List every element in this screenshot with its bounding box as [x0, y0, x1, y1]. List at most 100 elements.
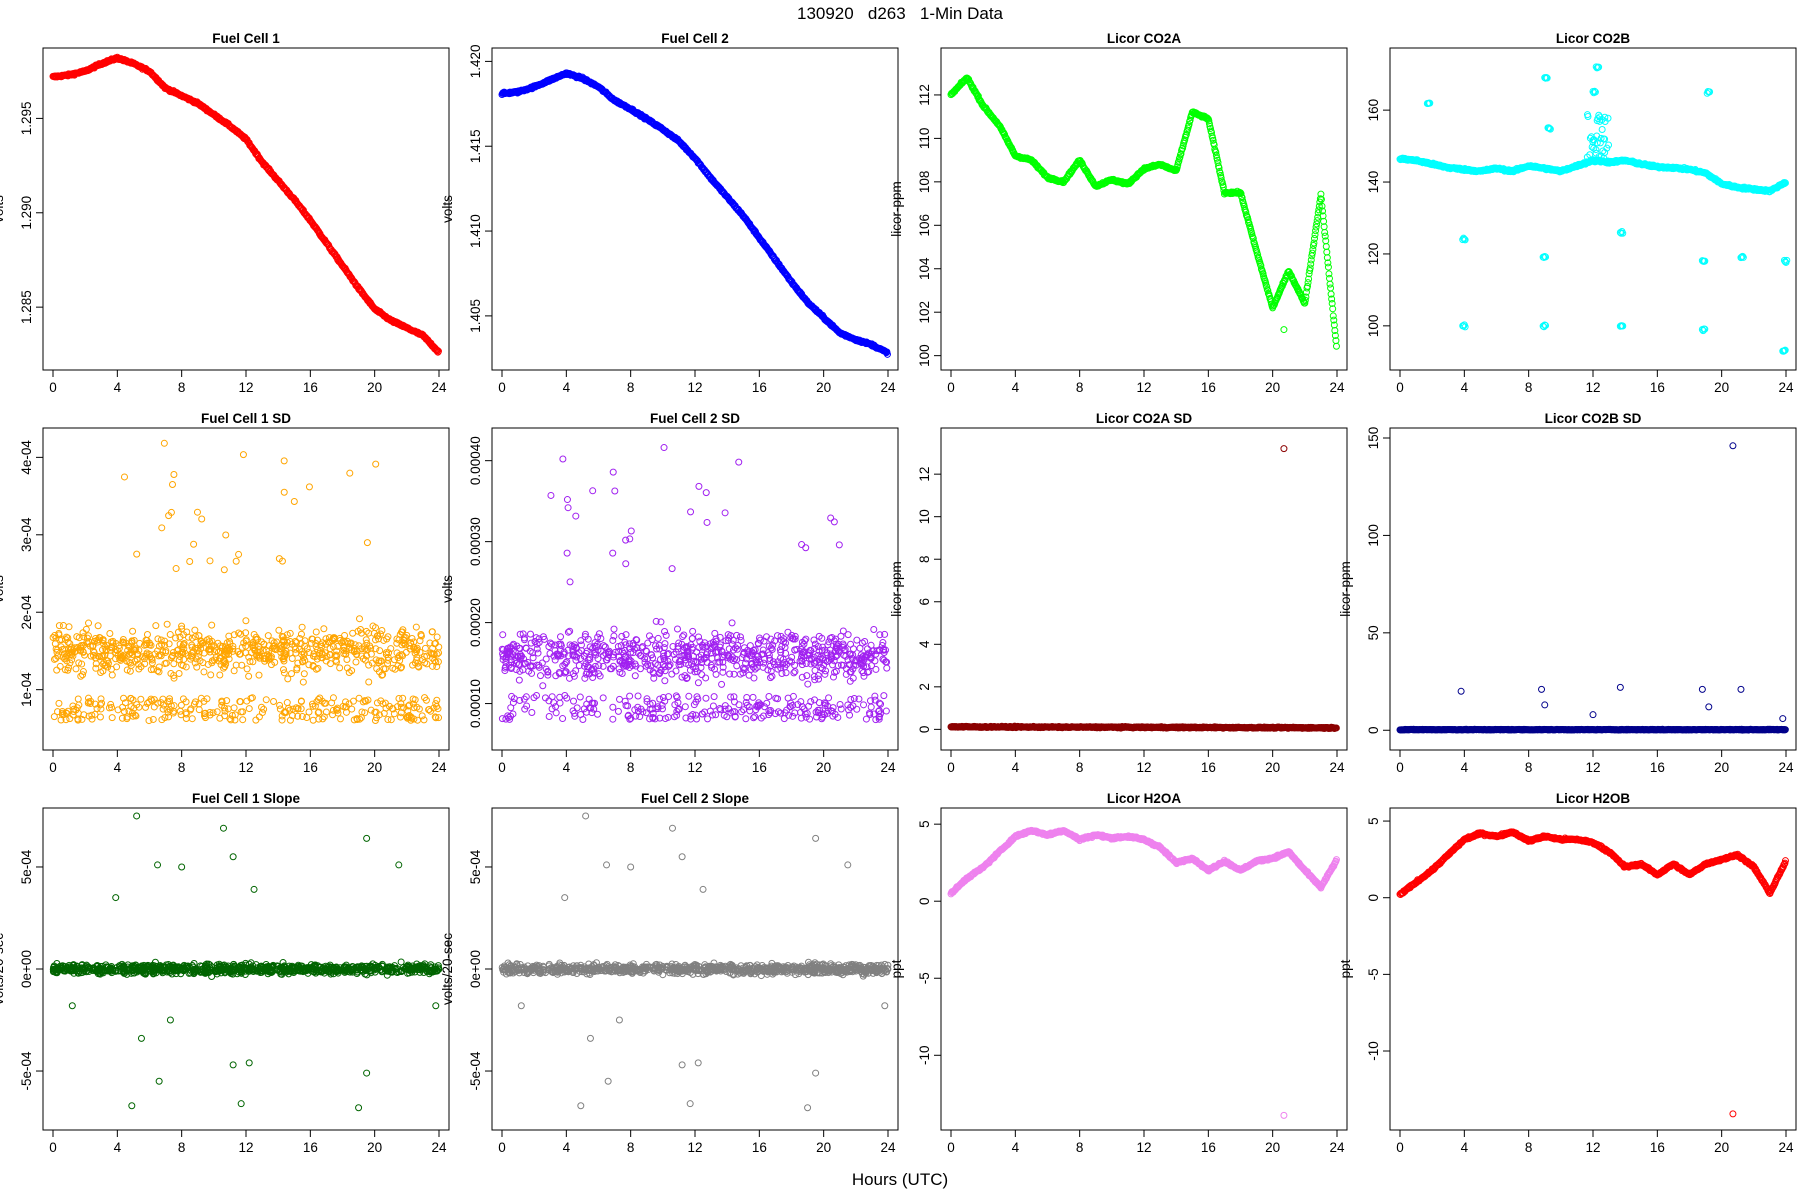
- data-point: [689, 627, 697, 635]
- x-tick-label: 8: [178, 380, 186, 395]
- data-point: [208, 621, 216, 629]
- y-axis-label: volts: [440, 195, 455, 223]
- y-tick-label: 1.415: [468, 129, 483, 163]
- x-tick-label: 4: [1461, 380, 1469, 395]
- data-point: [631, 672, 639, 680]
- data-point: [539, 682, 547, 690]
- data-point: [601, 643, 609, 651]
- panel-title: Fuel Cell 2 SD: [650, 411, 740, 426]
- plot-frame: [1389, 47, 1797, 371]
- data-point: [730, 670, 738, 678]
- data-point: [880, 692, 888, 700]
- data-point: [72, 665, 80, 673]
- data-point: [320, 625, 328, 633]
- x-tick-label: 8: [627, 380, 635, 395]
- x-tick-label: 16: [752, 760, 767, 775]
- y-tick-label: 2e-04: [19, 594, 34, 629]
- data-point: [220, 566, 228, 574]
- y-tick-label: 1.295: [19, 102, 34, 136]
- data-point: [145, 717, 153, 725]
- y-tick-label: 160: [1366, 99, 1381, 122]
- data-point: [230, 667, 238, 675]
- panel-title: Fuel Cell 1: [212, 31, 280, 46]
- data-point: [609, 703, 617, 711]
- data-point: [507, 704, 515, 712]
- data-point: [312, 628, 320, 636]
- data-point: [230, 704, 238, 712]
- data-points: [49, 439, 443, 725]
- data-point: [1322, 242, 1330, 250]
- data-point: [349, 629, 357, 637]
- data-point: [378, 626, 386, 634]
- data-point: [576, 693, 584, 701]
- data-point: [177, 701, 185, 709]
- data-point: [654, 634, 662, 642]
- x-tick-label: 16: [303, 380, 318, 395]
- data-point: [733, 631, 741, 639]
- y-tick-label: 104: [917, 257, 932, 280]
- x-tick-label: 0: [49, 760, 57, 775]
- data-point: [725, 645, 733, 653]
- data-point: [832, 667, 840, 675]
- data-point: [644, 639, 652, 647]
- y-tick-label: 1.285: [19, 290, 34, 324]
- data-point: [1325, 274, 1333, 282]
- x-tick-label: 4: [114, 760, 122, 775]
- data-point: [557, 633, 565, 641]
- data-point: [59, 622, 67, 630]
- data-point: [790, 669, 798, 677]
- data-point: [77, 672, 85, 680]
- data-point: [298, 623, 306, 631]
- x-tick-label: 8: [1076, 380, 1084, 395]
- data-point: [341, 631, 349, 639]
- data-point: [200, 668, 208, 676]
- data-point: [170, 660, 178, 668]
- data-point: [239, 451, 247, 459]
- y-tick-label: 1.410: [468, 214, 483, 248]
- y-tick-label: 1e-04: [19, 672, 34, 707]
- data-point: [198, 515, 206, 523]
- data-point: [679, 633, 687, 641]
- panel-title: Licor CO2B: [1556, 31, 1631, 46]
- data-point: [363, 539, 371, 547]
- data-point: [166, 631, 174, 639]
- data-point: [750, 674, 758, 682]
- data-point: [191, 626, 199, 634]
- data-point: [300, 670, 308, 678]
- data-point: [245, 672, 253, 680]
- x-tick-label: 24: [1778, 380, 1794, 395]
- data-point: [352, 658, 360, 666]
- data-point: [222, 531, 230, 539]
- y-tick-label: 0.00020: [468, 598, 483, 647]
- data-point: [108, 714, 116, 722]
- data-point: [698, 671, 706, 679]
- data-point: [825, 694, 833, 702]
- data-point: [163, 620, 171, 628]
- x-tick-label: 0: [1396, 380, 1404, 395]
- data-point: [255, 713, 263, 721]
- x-tick-label: 16: [752, 380, 767, 395]
- data-point: [190, 540, 198, 548]
- data-point: [92, 660, 100, 668]
- y-axis-label: licor-ppm: [889, 181, 904, 237]
- x-tick-label: 12: [238, 760, 253, 775]
- data-point: [207, 671, 215, 679]
- data-point: [137, 695, 145, 703]
- data-point: [287, 670, 295, 678]
- data-point: [53, 666, 61, 674]
- data-point: [283, 699, 291, 707]
- data-point: [634, 692, 642, 700]
- y-tick-label: 1.420: [468, 44, 483, 78]
- x-tick-label: 4: [563, 380, 571, 395]
- data-point: [252, 716, 260, 724]
- x-tick-label: 20: [1714, 380, 1729, 395]
- data-point: [216, 671, 224, 679]
- data-point: [278, 716, 286, 724]
- data-point: [280, 488, 288, 496]
- y-tick-label: 112: [917, 84, 932, 106]
